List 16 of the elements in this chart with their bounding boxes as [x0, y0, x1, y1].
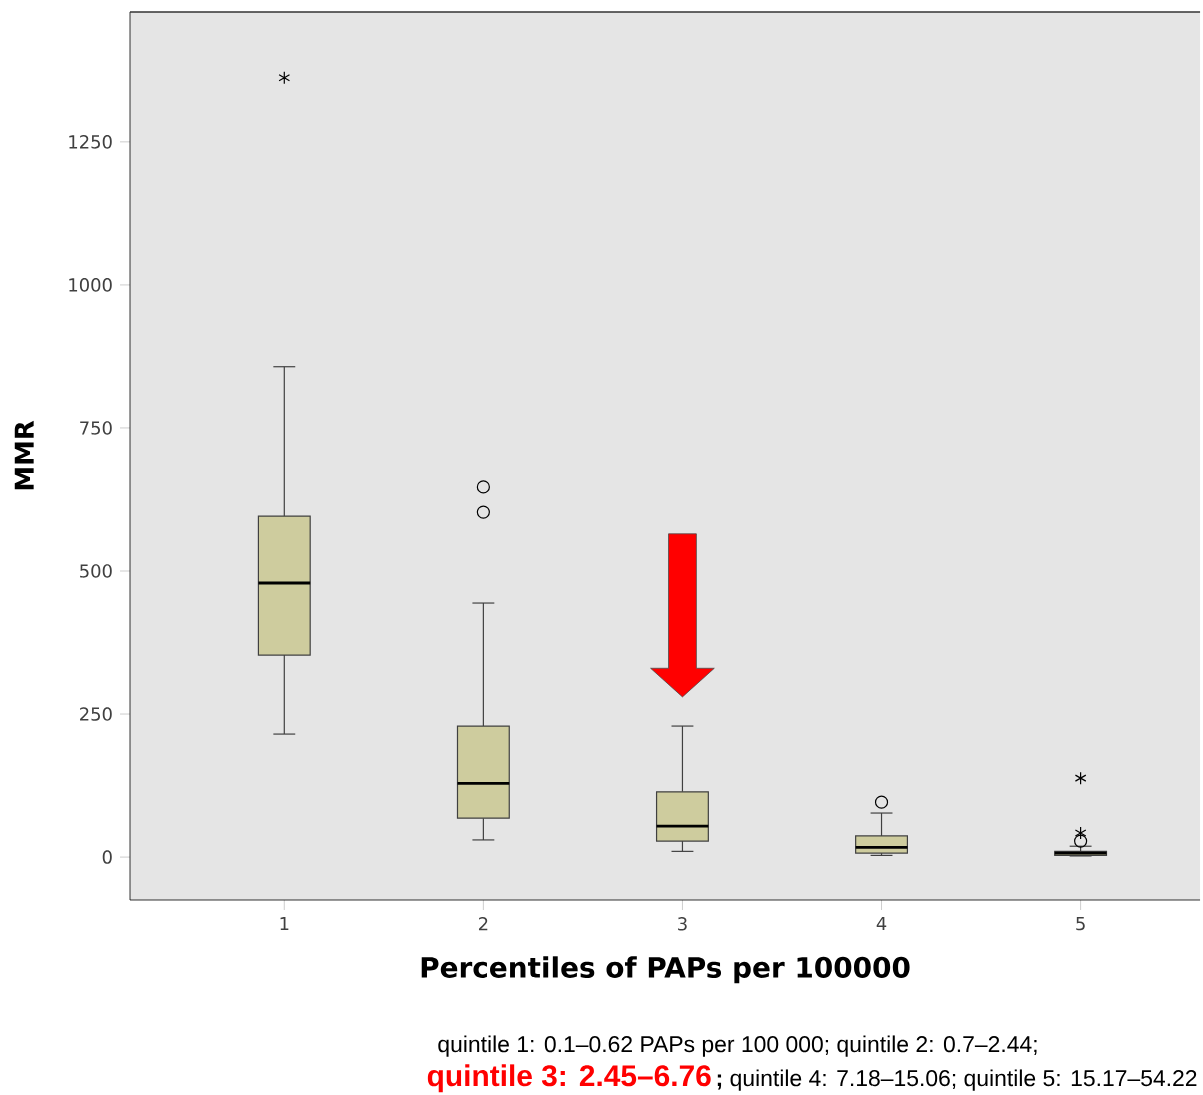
- x-axis-title: Percentiles of PAPs per 100000: [421, 956, 910, 984]
- text: ; quintile 4: 7.18–15.06; quintile 5: 15.17–54.22: [717, 1069, 1197, 1091]
- y-tick-label: 500: [80, 564, 112, 578]
- y-tick-label: 0: [102, 850, 112, 864]
- y-axis-title: MMR: [14, 420, 34, 490]
- x-tick-label: 4: [876, 917, 887, 931]
- text: quintile 1: 0.1–0.62 PAPs per 100 000; quintile 2: 0.7–2.44;: [438, 1035, 1037, 1057]
- y-tick-label: 750: [80, 421, 112, 435]
- x-tick-label: 3: [678, 917, 687, 931]
- x-tick-label: 2: [478, 917, 488, 931]
- x-tick-label: 5: [1076, 917, 1085, 931]
- y-tick-label: 1250: [69, 135, 112, 149]
- y-tick-label: 1000: [69, 278, 112, 292]
- y-tick-label: 250: [80, 707, 112, 721]
- x-tick-label: 1: [280, 917, 289, 931]
- text: quintile 3: 2.45–6.76: [427, 1064, 711, 1093]
